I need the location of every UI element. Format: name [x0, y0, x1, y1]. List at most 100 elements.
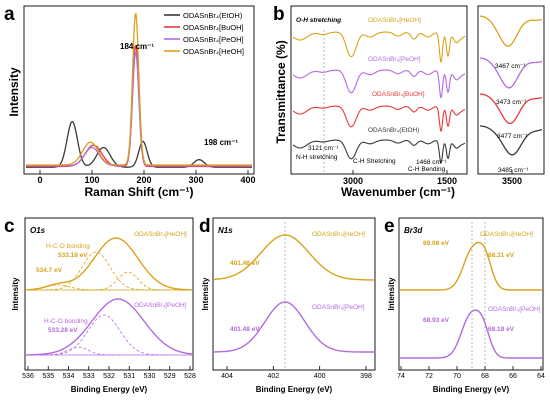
panel-e-tick-label: 74	[397, 373, 405, 380]
panel-c-tick-label: 535	[42, 373, 54, 380]
panel-c-curves	[26, 237, 193, 356]
panel-d-ticks: 404 402 400 398	[221, 366, 372, 380]
panel-a-frame	[23, 5, 255, 175]
legend-label-etoh: ODASnBr₄(EtOH)	[183, 11, 243, 20]
raman-curve-peoh	[26, 51, 252, 167]
raman-peak-label-184: 184 cm⁻¹	[120, 42, 154, 51]
br3d-curve-peoh	[399, 309, 543, 359]
inset-label-3467: 3467 cm⁻¹	[495, 63, 526, 70]
panel-d-frame	[212, 217, 376, 371]
e-bottom-series-label: ODASnBr₄[PeOH]	[488, 306, 541, 313]
panel-b-curves	[292, 31, 466, 164]
e-top-energy-1: 69.08 eV	[423, 240, 450, 247]
panel-c-tick-label: 532	[103, 373, 115, 380]
panel-b-tick-label: 3500	[502, 176, 522, 186]
br3d-curve-heoh	[399, 241, 543, 291]
d-bottom-series-label: ODASnBr₄[PeOH]	[312, 304, 365, 311]
ftir-curve-peoh	[292, 69, 466, 99]
panel-c: c O1s Intensity Binding Energy (eV) 536 5…	[4, 216, 196, 394]
series-label-peoh: ODASnBr₄[PeOH]	[368, 56, 421, 63]
panel-a-letter: a	[4, 4, 15, 25]
panel-e-tick-label: 70	[453, 373, 461, 380]
panel-e-xlabel: Binding Energy (eV)	[433, 385, 510, 394]
d-top-energy: 401.48 eV	[230, 260, 260, 267]
panel-a-tick-label: 100	[84, 175, 99, 185]
panel-c-xlabel: Binding Energy (eV)	[71, 385, 148, 394]
panel-b-ticks: 3000 1500 3500	[343, 170, 522, 186]
panel-d-tick-label: 404	[221, 373, 233, 380]
ch-bending-wavenumber-label: 1468 cm⁻¹	[416, 159, 447, 166]
panel-b-letter: b	[273, 4, 285, 25]
panel-e-ticks: 74 72 70 68 66 64	[397, 366, 545, 380]
o1s-fit-peoh-1	[40, 314, 170, 356]
panel-d-tick-label: 402	[267, 373, 279, 380]
raman-peak-label-198: 198 cm⁻¹	[204, 138, 238, 147]
panel-a-ylabel: Intensity	[7, 67, 21, 117]
legend-label-heoh: ODASnBr₄[HeOH]	[183, 47, 244, 56]
nh-stretching-label: N-H stretching	[296, 154, 338, 161]
panel-e-frame	[398, 217, 544, 371]
o1s-fit-heoh-2	[80, 271, 190, 291]
panel-b-inset-curves	[479, 15, 543, 156]
oh-stretching-label: O-H stretching	[296, 17, 341, 24]
panel-a-legend: ODASnBr₄(EtOH) ODASnBr₄[BuOH] ODASnBr₄[P…	[164, 11, 244, 56]
d-bottom-energy: 401.48 eV	[230, 326, 260, 333]
panel-c-ylabel: Intensity	[11, 277, 20, 310]
panel-a: a Intensity Raman Shift (cm⁻¹) 0 100 200…	[4, 4, 256, 199]
inset-label-3473: 3473 cm⁻¹	[496, 99, 527, 106]
panel-c-tick-label: 529	[164, 373, 176, 380]
inset-label-3477: 3477 cm⁻¹	[497, 133, 528, 140]
panel-c-tick-label: 531	[123, 373, 135, 380]
panel-e-tick-label: 68	[481, 373, 489, 380]
ftir-curve-etoh	[292, 139, 466, 164]
c-bottom-bond-energy: 533.28 eV	[48, 327, 78, 334]
raman-curve-heoh	[26, 13, 252, 166]
c-top-bond-energy: 533.18 eV	[58, 252, 88, 259]
ch-stretching-label: C-H Stretching	[353, 158, 396, 165]
panel-c-ticks: 536 535 534 533 532 531 530 529 528	[22, 366, 196, 380]
n1s-curve-heoh	[214, 234, 375, 281]
panel-c-tick-label: 536	[22, 373, 34, 380]
panel-b-tick-label: 3000	[343, 176, 363, 186]
panel-e-letter: e	[384, 216, 395, 237]
o1s-curve-peoh	[26, 298, 193, 356]
panel-d-xlabel: Binding Energy (eV)	[256, 385, 333, 394]
nh-wavenumber-label: 3121 cm⁻¹	[308, 145, 339, 152]
legend-label-buoh: ODASnBr₄[BuOH]	[183, 23, 244, 32]
panel-d-tick-label: 400	[314, 373, 326, 380]
panel-d-tick-label: 398	[360, 373, 372, 380]
panel-c-title: O1s	[30, 226, 46, 235]
c-bottom-bond-label: H-C-O bonding	[44, 318, 88, 325]
panel-b-main-frame	[290, 5, 468, 175]
ftir-curve-buoh	[292, 105, 466, 132]
ch-bending-label: C-H Bending	[408, 166, 446, 173]
panel-a-tick-label: 400	[240, 175, 255, 185]
e-top-series-label: ODASnBr₄[HeOH]	[480, 231, 533, 238]
inset-curve-etoh	[479, 125, 543, 156]
c-top-bond-label: H-C-O bonding	[46, 243, 90, 250]
c-bottom-series-label: ODASnBr₄[PeOH]	[134, 302, 187, 309]
panel-d-ylabel: Intensity	[201, 277, 210, 310]
series-label-buoh: ODASnBr₄[BuOH]	[372, 91, 425, 98]
panel-a-tick-label: 200	[136, 175, 151, 185]
panel-c-letter: c	[4, 216, 15, 237]
inset-curve-heoh	[479, 15, 543, 47]
series-label-heoh: ODASnBr₄[HeOH]	[368, 17, 421, 24]
panel-d-title: N1s	[218, 226, 233, 235]
panel-c-tick-label: 534	[63, 373, 75, 380]
panel-b-inset-frame	[477, 5, 545, 175]
e-bottom-energy-2: 68.18 eV	[488, 326, 515, 333]
inset-label-3485: 3485 cm⁻¹	[498, 167, 529, 174]
e-bottom-energy-1: 68.93 eV	[423, 317, 450, 324]
c-top-series-label: ODASnBr₄[HeOH]	[134, 231, 187, 238]
panel-a-ticks: 0 100 200 300 400	[37, 170, 256, 185]
panel-d: d N1s Intensity Binding Energy (eV) 404 4…	[199, 216, 376, 394]
panel-c-tick-label: 528	[184, 373, 196, 380]
inset-curve-buoh	[479, 93, 543, 125]
panel-b-tick-label: 1500	[437, 176, 457, 186]
panel-e-ylabel: Intensity	[387, 277, 396, 310]
series-label-etoh: ODASnBr₄(EtOH)	[368, 127, 419, 134]
panel-a-tick-label: 0	[37, 175, 42, 185]
panel-a-tick-label: 300	[188, 175, 203, 185]
